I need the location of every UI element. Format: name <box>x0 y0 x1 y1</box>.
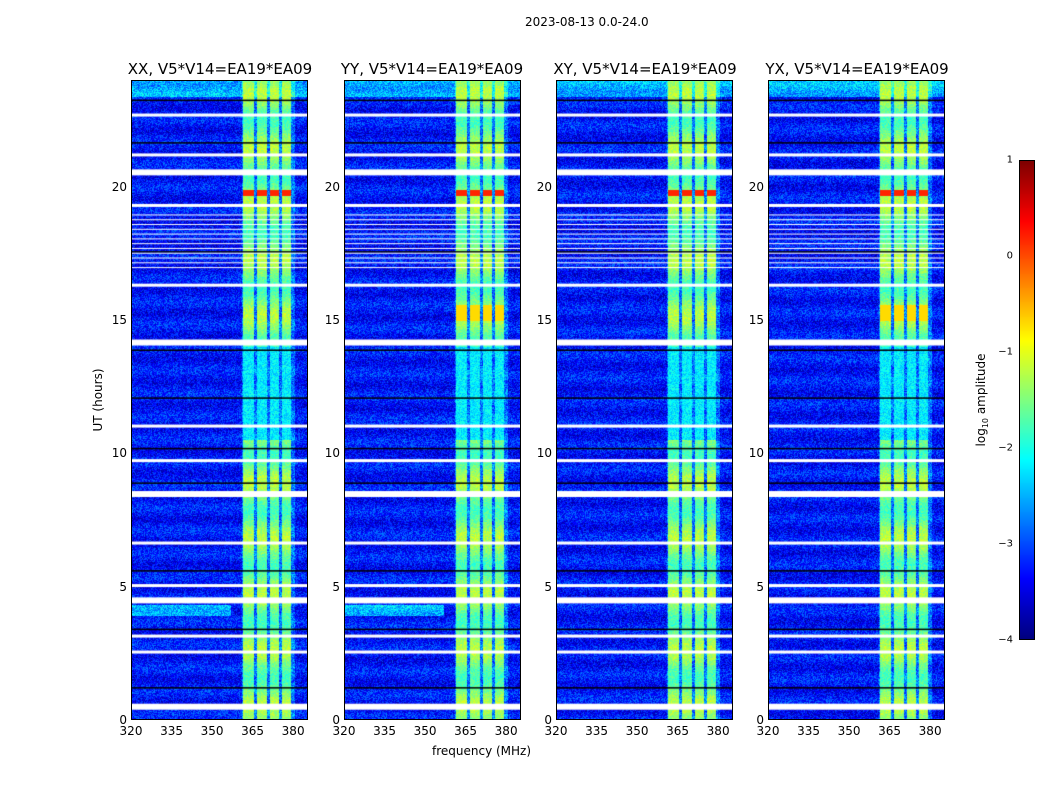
y-tick-label: 10 <box>111 446 127 461</box>
x-tick-label: 365 <box>878 724 902 738</box>
panel-title-xy: XY, V5*V14=EA19*EA09 <box>553 60 737 78</box>
x-tick-label: 320 <box>756 724 780 738</box>
spectrogram-yx <box>769 81 944 719</box>
colorbar-tick-label: 0 <box>1006 250 1013 262</box>
y-tick-label: 20 <box>324 179 340 194</box>
y-tick-label: 5 <box>756 579 764 594</box>
x-tick-label: 380 <box>706 724 730 738</box>
x-tick-label: 350 <box>200 724 224 738</box>
x-axis-label: frequency (MHz) <box>432 744 532 758</box>
y-tick-label: 15 <box>536 313 552 327</box>
panel-yx <box>768 80 945 720</box>
y-tick-label: 0 <box>544 713 552 727</box>
colorbar-tick-label: −4 <box>998 634 1013 646</box>
x-tick-label: 350 <box>413 724 437 738</box>
colorbar <box>1019 160 1035 640</box>
y-tick-label: 0 <box>756 713 764 727</box>
y-tick-label: 15 <box>748 313 764 327</box>
y-tick-label: 15 <box>324 313 340 327</box>
y-tick-label: 15 <box>111 313 127 327</box>
x-tick-label: 365 <box>666 724 690 738</box>
x-tick-label: 365 <box>454 724 478 738</box>
panel-yy <box>344 80 521 720</box>
x-tick-label: 320 <box>544 724 568 738</box>
x-tick-label: 350 <box>837 724 861 738</box>
panel-title-yx: YX, V5*V14=EA19*EA09 <box>765 60 949 78</box>
x-tick-label: 350 <box>625 724 649 738</box>
y-tick-label: 5 <box>119 579 127 594</box>
x-tick-label: 335 <box>160 724 183 738</box>
colorbar-gradient <box>1020 161 1034 639</box>
y-tick-label: 10 <box>324 446 340 461</box>
x-tick-label: 365 <box>241 724 265 738</box>
spectrogram-yy <box>345 81 520 719</box>
y-tick-label: 0 <box>119 713 127 727</box>
y-tick-label: 10 <box>748 446 764 461</box>
colorbar-tick-label: −2 <box>998 442 1013 454</box>
colorbar-tick-label: 1 <box>1006 154 1013 166</box>
x-tick-label: 380 <box>918 724 942 738</box>
y-tick-label: 20 <box>748 179 764 194</box>
y-tick-label: 10 <box>536 446 552 461</box>
x-tick-label: 335 <box>797 724 820 738</box>
y-axis-label: UT (hours) <box>91 368 105 432</box>
colorbar-tick-label: −3 <box>998 538 1013 550</box>
panel-title-yy: YY, V5*V14=EA19*EA09 <box>340 60 524 78</box>
y-tick-label: 0 <box>332 713 340 727</box>
panel-title-xx: XX, V5*V14=EA19*EA09 <box>127 60 313 78</box>
spectrogram-xy <box>557 81 732 719</box>
x-tick-label: 380 <box>281 724 305 738</box>
spectrogram-xx <box>132 81 307 719</box>
colorbar-tick-label: −1 <box>998 346 1013 358</box>
x-tick-label: 335 <box>373 724 396 738</box>
colorbar-label-log: log <box>973 428 988 447</box>
x-tick-label: 335 <box>585 724 608 738</box>
y-tick-label: 5 <box>332 579 340 594</box>
panel-xx <box>131 80 308 720</box>
panel-xy <box>556 80 733 720</box>
y-tick-label: 20 <box>536 179 552 194</box>
colorbar-label-sub: 10 <box>981 417 991 429</box>
figure-suptitle: 2023-08-13 0.0-24.0 <box>525 15 649 29</box>
x-tick-label: 320 <box>332 724 356 738</box>
x-tick-label: 380 <box>494 724 518 738</box>
x-tick-label: 320 <box>119 724 143 738</box>
y-tick-label: 5 <box>544 579 552 594</box>
colorbar-label: log10 amplitude <box>974 354 990 447</box>
colorbar-label-tail: amplitude <box>973 353 988 418</box>
y-tick-label: 20 <box>111 179 127 194</box>
